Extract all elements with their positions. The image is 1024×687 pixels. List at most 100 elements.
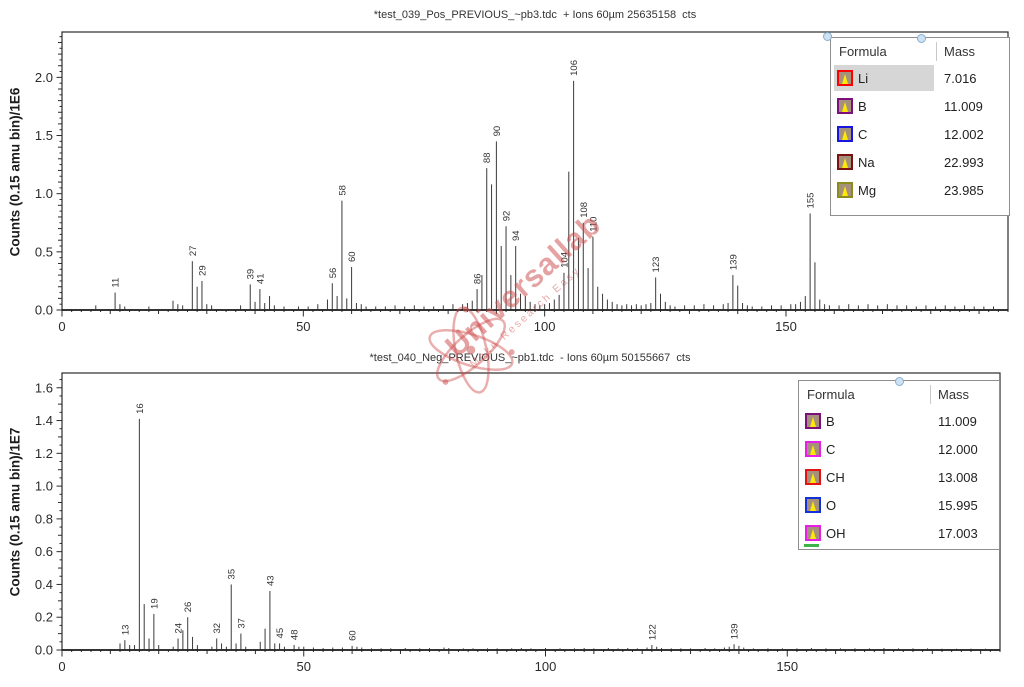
legend-rows: Li 7.016 B 11.009 C 12.002 Na 22.993 Mg 23.985 xyxy=(831,65,1009,205)
peak-label: 26 xyxy=(183,602,194,613)
formula-label: Mg xyxy=(858,183,877,198)
formula-label: C xyxy=(858,127,868,142)
formula-peak-icon xyxy=(837,70,853,86)
mass-value: 23.985 xyxy=(944,183,984,198)
legend-row[interactable]: Li 7.016 xyxy=(831,65,1009,93)
peak-label: 11 xyxy=(111,278,122,288)
peak-legend[interactable]: Formula Mass B 11.009 C 12.000 CH 13.008 O 15.9… xyxy=(798,377,1000,550)
formula-label: B xyxy=(826,414,835,429)
svg-text:0.0: 0.0 xyxy=(35,303,53,318)
svg-text:1.4: 1.4 xyxy=(35,413,53,428)
peak-label: 110 xyxy=(588,217,599,232)
peak-label: 139 xyxy=(730,623,741,639)
svg-text:0.5: 0.5 xyxy=(35,244,53,259)
svg-text:1.5: 1.5 xyxy=(35,128,53,143)
peak-legend[interactable]: Formula Mass Li 7.016 B 11.009 C 12.002 Na 22.9… xyxy=(823,32,1010,216)
formula-label: CH xyxy=(826,470,845,485)
peak-label: 16 xyxy=(135,403,146,414)
peak-label: 155 xyxy=(806,193,817,209)
peak-label: 35 xyxy=(227,569,238,580)
peak-label: 39 xyxy=(246,269,257,280)
mass-column-header[interactable]: Mass xyxy=(944,44,976,59)
mass-value: 17.003 xyxy=(938,526,978,541)
y-axis-ticks xyxy=(56,379,62,651)
peak-label: 60 xyxy=(347,251,358,262)
mass-value: 7.016 xyxy=(944,71,977,86)
formula-label: Li xyxy=(858,71,869,86)
column-separator[interactable] xyxy=(936,42,937,61)
peak-glyph xyxy=(810,417,816,427)
peak-label: 139 xyxy=(728,254,739,270)
peak-glyph xyxy=(810,501,816,511)
mass-value: 12.002 xyxy=(944,127,984,142)
legend-drag-handle[interactable] xyxy=(917,34,926,43)
legend-row[interactable]: B 11.009 xyxy=(831,93,1009,121)
svg-text:0.2: 0.2 xyxy=(35,610,53,625)
svg-text:100: 100 xyxy=(534,319,556,334)
svg-text:100: 100 xyxy=(535,659,557,674)
formula-peak-icon xyxy=(837,126,853,142)
legend-row[interactable]: O 15.995 xyxy=(799,492,999,520)
formula-label: O xyxy=(826,498,837,513)
column-separator[interactable] xyxy=(930,385,931,404)
spectrum-peaks xyxy=(95,80,995,310)
formula-peak-icon xyxy=(805,497,821,513)
svg-text:1.0: 1.0 xyxy=(35,186,53,201)
svg-text:1.0: 1.0 xyxy=(35,479,53,494)
peak-label: 24 xyxy=(174,623,185,634)
legend-row[interactable]: OH 17.003 xyxy=(799,520,999,548)
legend-row[interactable]: B 11.009 xyxy=(799,408,999,436)
peak-label: 13 xyxy=(120,625,131,636)
legend-row[interactable]: Mg 23.985 xyxy=(831,177,1009,205)
peak-label: 88 xyxy=(482,153,493,164)
svg-text:1.2: 1.2 xyxy=(35,446,53,461)
peak-glyph xyxy=(810,445,816,455)
peak-label: 86 xyxy=(473,273,484,284)
peak-label: 106 xyxy=(569,60,580,76)
formula-peak-icon xyxy=(805,441,821,457)
mass-value: 13.008 xyxy=(938,470,978,485)
negative-spectrum-panel: *test_040_Neg_PREVIOUS_~pb1.tdc - Ions 6… xyxy=(0,344,1024,687)
peak-label: 94 xyxy=(511,230,522,241)
mass-value: 11.009 xyxy=(944,99,983,114)
peak-label: 32 xyxy=(212,623,223,634)
mass-value: 22.993 xyxy=(944,155,984,170)
peak-label: 41 xyxy=(255,273,266,284)
peak-label: 19 xyxy=(149,598,160,609)
peak-glyph xyxy=(810,529,816,539)
y-axis-tick-labels: 0.0 0.2 0.4 0.6 0.8 1.0 1.2 1.4 1.6 xyxy=(35,380,53,657)
legend-row[interactable]: C 12.002 xyxy=(831,121,1009,149)
peak-label: 104 xyxy=(559,252,570,268)
legend-drag-handle[interactable] xyxy=(895,377,904,386)
peak-label: 27 xyxy=(188,246,199,257)
svg-text:50: 50 xyxy=(296,319,310,334)
legend-corner-handle[interactable] xyxy=(823,32,832,41)
peak-label: 108 xyxy=(579,202,590,218)
peak-label: 29 xyxy=(197,265,208,276)
peak-glyph xyxy=(842,74,848,84)
spectrum-title: *test_040_Neg_PREVIOUS_~pb1.tdc - Ions 6… xyxy=(369,352,691,364)
legend-row[interactable]: C 12.000 xyxy=(799,436,999,464)
spectrum-title: *test_039_Pos_PREVIOUS_~pb3.tdc + Ions 6… xyxy=(373,9,697,21)
peak-label: 37 xyxy=(236,618,247,629)
peak-label: 60 xyxy=(348,630,359,641)
peak-label: 90 xyxy=(492,126,503,137)
formula-peak-icon xyxy=(837,182,853,198)
formula-column-header[interactable]: Formula xyxy=(807,387,855,402)
peak-glyph xyxy=(842,186,848,196)
mass-column-header[interactable]: Mass xyxy=(938,387,970,402)
formula-peak-icon xyxy=(805,413,821,429)
legend-row[interactable]: Na 22.993 xyxy=(831,149,1009,177)
svg-text:150: 150 xyxy=(776,659,798,674)
formula-label: Na xyxy=(858,155,875,170)
y-axis-ticks xyxy=(56,36,62,311)
partial-row-icon-edge xyxy=(804,544,819,547)
legend-row[interactable]: CH 13.008 xyxy=(799,464,999,492)
formula-column-header[interactable]: Formula xyxy=(839,44,887,59)
spectrum-plot: 0 50 100 150 0.0 0.2 0.4 0.6 0.8 1.0 1.2 1.4 1.6 13 16… xyxy=(35,372,1001,674)
peak-label: 92 xyxy=(502,211,513,222)
svg-text:0.0: 0.0 xyxy=(35,643,53,658)
peak-glyph xyxy=(842,158,848,168)
